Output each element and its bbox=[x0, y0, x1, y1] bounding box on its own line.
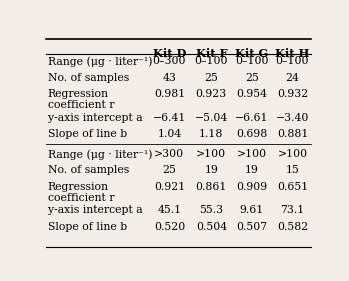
Text: −6.61: −6.61 bbox=[235, 113, 269, 123]
Text: 0.923: 0.923 bbox=[196, 89, 227, 99]
Text: 15: 15 bbox=[285, 165, 299, 175]
Text: Range (μg · liter⁻¹): Range (μg · liter⁻¹) bbox=[48, 56, 152, 67]
Text: 0.909: 0.909 bbox=[236, 182, 267, 191]
Text: >100: >100 bbox=[196, 149, 227, 159]
Text: 25: 25 bbox=[245, 73, 259, 83]
Text: 0–100: 0–100 bbox=[276, 56, 309, 66]
Text: >100: >100 bbox=[277, 149, 307, 159]
Text: 55.3: 55.3 bbox=[199, 205, 223, 215]
Text: >100: >100 bbox=[237, 149, 267, 159]
Text: 0–100: 0–100 bbox=[195, 56, 228, 66]
Text: 0.582: 0.582 bbox=[277, 221, 308, 232]
Text: 0–300: 0–300 bbox=[153, 56, 186, 66]
Text: Kit G: Kit G bbox=[235, 48, 268, 59]
Text: 24: 24 bbox=[285, 73, 299, 83]
Text: 0–100: 0–100 bbox=[235, 56, 269, 66]
Text: 0.861: 0.861 bbox=[196, 182, 227, 191]
Text: 0.954: 0.954 bbox=[236, 89, 267, 99]
Text: No. of samples: No. of samples bbox=[48, 165, 129, 175]
Text: Range (μg · liter⁻¹): Range (μg · liter⁻¹) bbox=[48, 149, 152, 160]
Text: y-axis intercept a: y-axis intercept a bbox=[48, 113, 142, 123]
Text: Kit H: Kit H bbox=[275, 48, 310, 59]
Text: 0.520: 0.520 bbox=[154, 221, 185, 232]
Text: 0.651: 0.651 bbox=[277, 182, 308, 191]
Text: 0.932: 0.932 bbox=[277, 89, 308, 99]
Text: 1.18: 1.18 bbox=[199, 129, 223, 139]
Text: 1.04: 1.04 bbox=[157, 129, 181, 139]
Text: Kit F: Kit F bbox=[195, 48, 227, 59]
Text: 0.981: 0.981 bbox=[154, 89, 185, 99]
Text: 0.504: 0.504 bbox=[196, 221, 227, 232]
Text: 9.61: 9.61 bbox=[240, 205, 264, 215]
Text: Regression
coefficient r: Regression coefficient r bbox=[48, 182, 114, 203]
Text: Slope of line b: Slope of line b bbox=[48, 221, 127, 232]
Text: Kit D: Kit D bbox=[153, 48, 186, 59]
Text: −5.04: −5.04 bbox=[195, 113, 228, 123]
Text: 0.881: 0.881 bbox=[277, 129, 308, 139]
Text: Regression
coefficient r: Regression coefficient r bbox=[48, 89, 114, 110]
Text: −6.41: −6.41 bbox=[153, 113, 186, 123]
Text: 0.507: 0.507 bbox=[236, 221, 267, 232]
Text: 0.921: 0.921 bbox=[154, 182, 185, 191]
Text: 19: 19 bbox=[205, 165, 218, 175]
Text: >300: >300 bbox=[154, 149, 185, 159]
Text: 25: 25 bbox=[162, 165, 176, 175]
Text: No. of samples: No. of samples bbox=[48, 73, 129, 83]
Text: y-axis intercept a: y-axis intercept a bbox=[48, 205, 142, 215]
Text: −3.40: −3.40 bbox=[276, 113, 309, 123]
Text: 43: 43 bbox=[162, 73, 176, 83]
Text: Slope of line b: Slope of line b bbox=[48, 129, 127, 139]
Text: 45.1: 45.1 bbox=[157, 205, 181, 215]
Text: 19: 19 bbox=[245, 165, 259, 175]
Text: 0.698: 0.698 bbox=[236, 129, 268, 139]
Text: 73.1: 73.1 bbox=[280, 205, 305, 215]
Text: 25: 25 bbox=[205, 73, 218, 83]
